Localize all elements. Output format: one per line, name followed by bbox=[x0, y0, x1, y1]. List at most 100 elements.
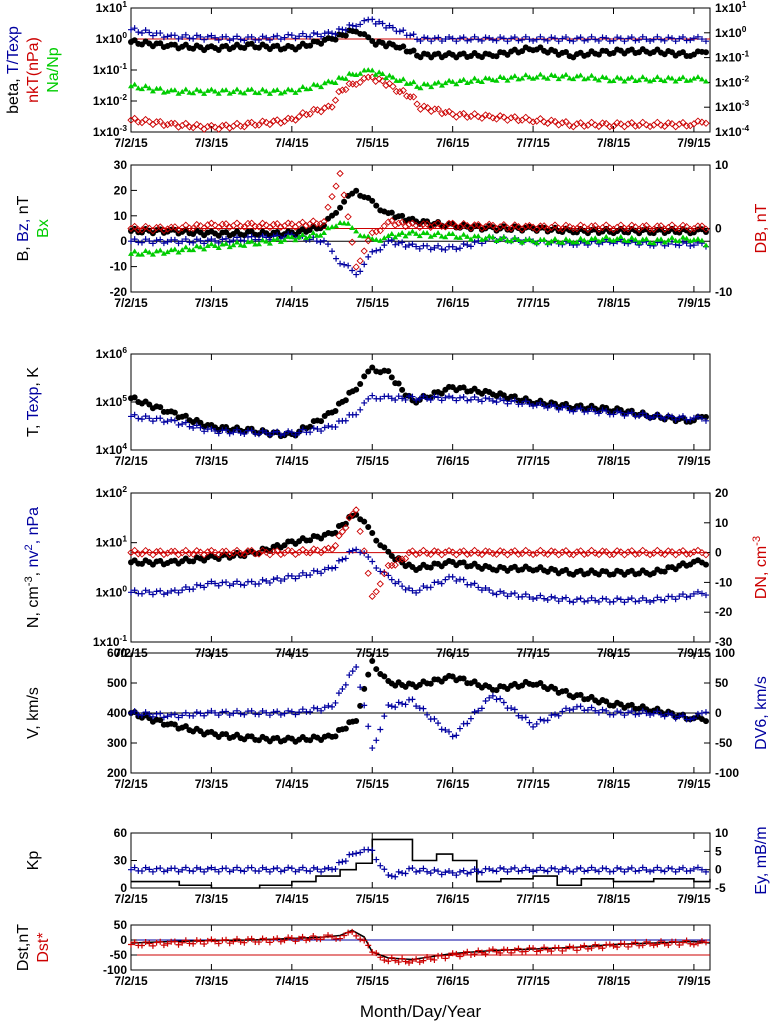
data-point bbox=[324, 203, 332, 211]
data-point bbox=[698, 237, 705, 243]
data-point bbox=[573, 35, 580, 42]
data-point bbox=[149, 551, 157, 559]
data-point bbox=[377, 395, 384, 402]
data-point bbox=[273, 547, 281, 555]
data-point bbox=[175, 868, 182, 875]
data-point bbox=[280, 117, 289, 126]
data-point bbox=[576, 547, 585, 555]
data-point bbox=[329, 248, 336, 255]
data-point bbox=[237, 36, 244, 43]
data-point bbox=[541, 403, 548, 410]
data-point bbox=[559, 404, 566, 411]
data-point bbox=[197, 424, 204, 431]
data-point bbox=[661, 37, 668, 44]
data-point bbox=[584, 239, 591, 245]
data-point bbox=[179, 712, 186, 719]
data-point bbox=[369, 745, 376, 752]
data-point bbox=[247, 219, 256, 227]
data-point bbox=[364, 569, 372, 577]
data-point bbox=[208, 936, 215, 943]
data-point bbox=[672, 715, 679, 722]
data-point bbox=[464, 80, 471, 86]
data-point bbox=[309, 217, 317, 225]
data-point bbox=[299, 83, 306, 89]
data-point bbox=[266, 579, 273, 586]
data-point bbox=[255, 550, 263, 558]
data-point bbox=[395, 868, 402, 875]
data-point bbox=[292, 575, 299, 582]
data-point bbox=[175, 941, 182, 948]
data-point bbox=[599, 945, 606, 952]
data-point bbox=[212, 237, 219, 244]
data-point bbox=[610, 411, 617, 418]
data-point bbox=[380, 222, 388, 230]
data-point bbox=[349, 224, 356, 230]
data-point bbox=[252, 89, 259, 95]
data-point bbox=[372, 20, 379, 27]
data-point bbox=[467, 951, 474, 958]
data-point bbox=[377, 726, 384, 733]
data-point bbox=[318, 418, 325, 425]
data-point bbox=[514, 116, 523, 125]
data-point bbox=[255, 580, 262, 587]
data-point bbox=[478, 224, 486, 232]
data-point bbox=[281, 867, 288, 874]
data-point bbox=[190, 712, 197, 719]
label-exponent: -2 bbox=[742, 73, 750, 83]
data-point bbox=[281, 430, 288, 437]
data-point bbox=[478, 869, 485, 876]
data-point bbox=[281, 237, 288, 243]
data-point bbox=[427, 233, 434, 239]
data-point bbox=[292, 711, 299, 718]
data-point bbox=[131, 248, 138, 254]
data-point bbox=[193, 864, 200, 871]
data-point bbox=[230, 580, 237, 587]
data-point bbox=[642, 221, 651, 230]
data-point bbox=[349, 547, 356, 554]
data-point bbox=[226, 711, 233, 718]
data-point bbox=[179, 34, 186, 41]
data-point bbox=[540, 549, 548, 557]
data-point bbox=[248, 33, 255, 40]
data-point bbox=[460, 559, 467, 566]
data-point bbox=[215, 223, 223, 232]
data-point bbox=[518, 225, 526, 233]
data-point bbox=[679, 546, 687, 555]
data-point bbox=[298, 218, 307, 226]
data-point bbox=[142, 27, 149, 34]
data-point bbox=[190, 868, 197, 875]
data-point bbox=[606, 941, 613, 948]
data-point bbox=[544, 946, 551, 953]
data-point bbox=[263, 578, 270, 585]
x-tick-label: 7/4/15 bbox=[275, 974, 309, 988]
data-point bbox=[190, 90, 197, 96]
data-point bbox=[179, 247, 186, 253]
data-point bbox=[533, 225, 541, 233]
data-point bbox=[324, 544, 333, 552]
data-point bbox=[171, 87, 178, 93]
data-point bbox=[369, 558, 376, 565]
data-point bbox=[500, 113, 508, 121]
data-point bbox=[595, 709, 602, 716]
data-point bbox=[379, 70, 386, 76]
data-point bbox=[486, 233, 493, 239]
data-point bbox=[321, 230, 327, 236]
data-point bbox=[540, 222, 548, 230]
data-point bbox=[223, 33, 230, 40]
data-point bbox=[636, 597, 643, 604]
label-part: 1x10 bbox=[715, 125, 742, 139]
data-point bbox=[259, 576, 266, 583]
data-point bbox=[215, 556, 222, 563]
data-point bbox=[230, 89, 237, 95]
data-point bbox=[369, 658, 376, 665]
data-point bbox=[492, 550, 501, 558]
data-point bbox=[138, 239, 145, 246]
data-point bbox=[441, 108, 450, 117]
data-point bbox=[449, 243, 456, 250]
data-point bbox=[182, 31, 189, 38]
data-point bbox=[702, 868, 709, 875]
data-point bbox=[248, 233, 255, 240]
data-point bbox=[464, 720, 471, 727]
data-point bbox=[234, 239, 241, 245]
x-tick-label: 7/7/15 bbox=[516, 974, 550, 988]
